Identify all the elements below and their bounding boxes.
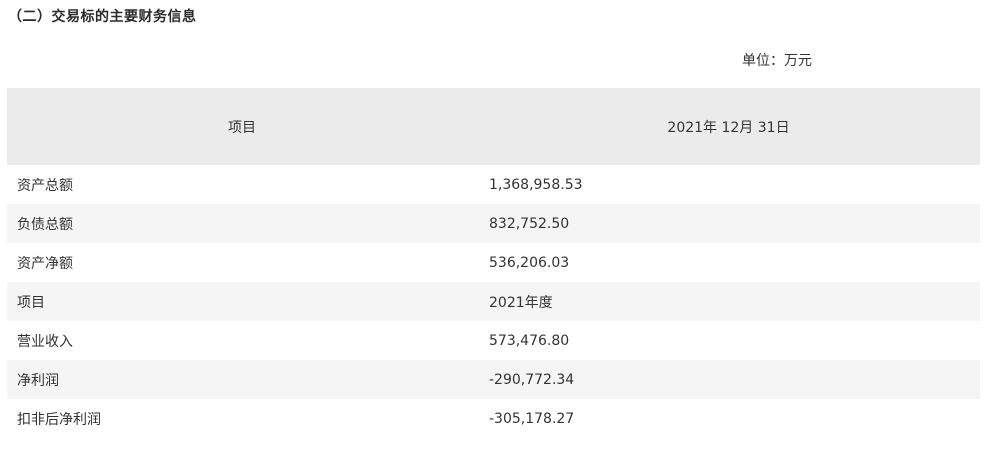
row-value: 2021年度 [477,282,980,321]
table-row: 资产总额 1,368,958.53 [7,165,980,204]
row-value: -305,178.27 [477,399,980,438]
table-row: 负债总额 832,752.50 [7,204,980,243]
table-row: 项目 2021年度 [7,282,980,321]
row-value: 536,206.03 [477,243,980,282]
table-row: 扣非后净利润 -305,178.27 [7,399,980,438]
unit-label: 单位：万元 [742,53,812,69]
row-label: 净利润 [7,360,477,399]
financial-info-table: 项目 2021年 12月 31日 资产总额 1,368,958.53 负债总额 … [7,88,980,438]
row-label: 扣非后净利润 [7,399,477,438]
row-label: 负债总额 [7,204,477,243]
row-label: 资产总额 [7,165,477,204]
row-value: 1,368,958.53 [477,165,980,204]
column-header-item: 项目 [7,88,477,165]
row-label: 项目 [7,282,477,321]
table-header-row: 项目 2021年 12月 31日 [7,88,980,165]
row-value: 832,752.50 [477,204,980,243]
table-row: 营业收入 573,476.80 [7,321,980,360]
row-label: 资产净额 [7,243,477,282]
row-value: 573,476.80 [477,321,980,360]
section-title: （二）交易标的主要财务信息 [8,9,197,25]
table-row: 净利润 -290,772.34 [7,360,980,399]
column-header-date: 2021年 12月 31日 [477,88,980,165]
table-row: 资产净额 536,206.03 [7,243,980,282]
row-label: 营业收入 [7,321,477,360]
row-value: -290,772.34 [477,360,980,399]
